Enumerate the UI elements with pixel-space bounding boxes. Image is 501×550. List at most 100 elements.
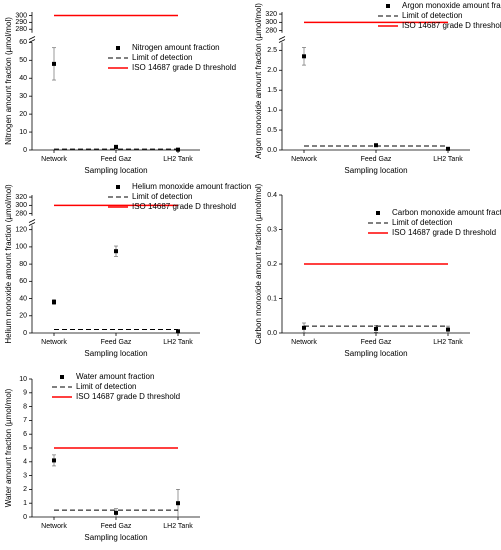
axis-break — [28, 36, 36, 40]
y-tick-label: 4 — [23, 459, 27, 466]
legend-label: Limit of detection — [132, 192, 192, 201]
y-tick-label: 2 — [23, 486, 27, 493]
y-tick-label: 50 — [19, 57, 27, 64]
x-tick-label: Network — [291, 156, 317, 163]
legend-label: Carbon monoxide amount fraction — [392, 208, 501, 217]
y-tick-label: 40 — [19, 75, 27, 82]
legend-label: ISO 14687 grade D threshold — [132, 63, 236, 72]
legend-marker — [60, 375, 64, 379]
y-tick-label: 3 — [23, 472, 27, 479]
y-tick-label: 10 — [19, 129, 27, 136]
y-tick-label: 290 — [15, 19, 27, 26]
y-tick-label: 7 — [23, 417, 27, 424]
y-tick-label: 120 — [15, 227, 27, 234]
legend-label: ISO 14687 grade D threshold — [132, 202, 236, 211]
x-axis-label: Sampling location — [84, 166, 147, 175]
y-axis-label: Nitrogen amount fraction (µmol/mol) — [4, 17, 13, 145]
legend-label: Limit of detection — [76, 382, 136, 391]
y-tick-label: 1.5 — [267, 87, 277, 94]
data-point — [176, 501, 180, 506]
legend-label: Limit of detection — [402, 11, 462, 20]
legend-label: Nitrogen amount fraction — [132, 43, 220, 52]
y-tick-label: 0.2 — [267, 261, 277, 268]
data-point — [302, 54, 306, 59]
y-tick-label: 2.5 — [267, 47, 277, 54]
x-tick-label: LH2 Tank — [433, 156, 463, 163]
data-point — [176, 329, 180, 334]
y-axis-label: Water amount fraction (µmol/mol) — [4, 388, 13, 507]
y-tick-label: 10 — [19, 376, 27, 383]
x-tick-label: Feed Gaz — [361, 339, 392, 346]
y-tick-label: 30 — [19, 93, 27, 100]
legend-label: Limit of detection — [132, 53, 192, 62]
axis-break — [28, 219, 36, 223]
data-point — [176, 147, 180, 152]
y-tick-label: 280 — [265, 27, 277, 34]
x-tick-label: Network — [41, 156, 67, 163]
y-tick-label: 0.1 — [267, 295, 277, 302]
x-tick-label: LH2 Tank — [163, 523, 193, 530]
y-tick-label: 80 — [19, 261, 27, 268]
legend-label: Helium monoxide amount fraction — [132, 182, 251, 191]
x-axis-label: Sampling location — [84, 349, 147, 358]
legend-label: Argon monoxide amount fraction — [402, 1, 501, 10]
y-tick-label: 20 — [19, 313, 27, 320]
y-tick-label: 0.0 — [267, 147, 277, 154]
y-tick-label: 300 — [15, 202, 27, 209]
y-axis-label: Argon monoxide amount fraction (µmol/mol… — [254, 3, 263, 159]
x-tick-label: Network — [291, 339, 317, 346]
legend-marker — [376, 211, 380, 215]
x-tick-label: Feed Gaz — [101, 339, 132, 346]
y-tick-label: 60 — [19, 278, 27, 285]
data-point — [114, 249, 118, 254]
data-point — [446, 146, 450, 151]
x-tick-label: Feed Gaz — [361, 156, 392, 163]
y-axis-label: Helium monoxide amount fraction (µmol/mo… — [4, 184, 13, 344]
x-tick-label: Network — [41, 339, 67, 346]
legend-marker — [386, 4, 390, 8]
y-tick-label: 0 — [23, 330, 27, 337]
legend-marker — [116, 185, 120, 189]
x-tick-label: Feed Gaz — [101, 523, 132, 530]
data-point — [52, 61, 56, 66]
y-tick-label: 8 — [23, 403, 27, 410]
y-tick-label: 0.4 — [267, 192, 277, 199]
panel: 0 1 2 3 4 5 6 7 8 9 10 Water amount fraction (µmol/… — [4, 372, 200, 542]
y-tick-label: 6 — [23, 431, 27, 438]
legend-marker — [116, 46, 120, 50]
data-point — [446, 327, 450, 332]
legend-label: ISO 14687 grade D threshold — [402, 21, 501, 30]
x-axis-label: Sampling location — [84, 533, 147, 542]
legend-label: Limit of detection — [392, 218, 452, 227]
y-tick-label: 1 — [23, 500, 27, 507]
y-tick-label: 100 — [15, 244, 27, 251]
y-tick-label: 0 — [23, 147, 27, 154]
y-tick-label: 60 — [19, 39, 27, 46]
y-axis-label: Carbon monoxide amount fraction (µmol/mo… — [254, 183, 263, 344]
y-tick-label: 1.0 — [267, 107, 277, 114]
y-tick-label: 0.3 — [267, 226, 277, 233]
data-point — [52, 299, 56, 304]
y-tick-label: 0 — [23, 514, 27, 521]
y-tick-label: 5 — [23, 445, 27, 452]
x-axis-label: Sampling location — [344, 349, 407, 358]
y-tick-label: 280 — [15, 210, 27, 217]
x-tick-label: Network — [41, 523, 67, 530]
y-tick-label: 280 — [15, 26, 27, 33]
axis-break — [278, 39, 286, 43]
y-tick-label: 300 — [15, 12, 27, 19]
y-tick-label: 2.0 — [267, 67, 277, 74]
data-point — [302, 325, 306, 330]
x-tick-label: LH2 Tank — [163, 156, 193, 163]
x-tick-label: LH2 Tank — [433, 339, 463, 346]
axis-break — [28, 222, 36, 226]
axis-break — [278, 36, 286, 40]
x-axis-label: Sampling location — [344, 166, 407, 175]
legend-label: Water amount fraction — [76, 372, 154, 381]
data-point — [114, 144, 118, 149]
